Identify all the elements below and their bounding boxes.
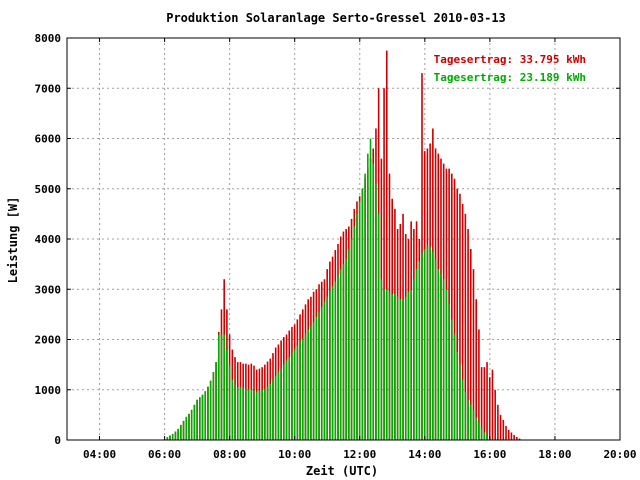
x-axis-ticks: 04:00 06:00 08:00 10:00 12:00 14:00 16:00 18:00… xyxy=(83,38,637,461)
x-tick-label: 14:00 xyxy=(408,448,441,461)
y-tick-label: 2000 xyxy=(35,334,62,347)
x-tick-label: 06:00 xyxy=(148,448,181,461)
y-tick-label: 5000 xyxy=(35,183,62,196)
legend-entry: Tagesertrag: 33.795 kWh xyxy=(434,53,586,66)
x-tick-label: 20:00 xyxy=(603,448,636,461)
series-green-bars xyxy=(163,138,491,440)
x-tick-label: 16:00 xyxy=(473,448,506,461)
y-axis-label: Leistung [W] xyxy=(6,197,20,284)
x-tick-label: 10:00 xyxy=(278,448,311,461)
chart-title: Produktion Solaranlage Serto-Gressel 201… xyxy=(166,11,506,25)
y-tick-label: 7000 xyxy=(35,82,62,95)
y-tick-label: 6000 xyxy=(35,133,62,146)
y-tick-label: 0 xyxy=(54,434,61,447)
y-tick-label: 8000 xyxy=(35,32,62,45)
y-tick-label: 4000 xyxy=(35,233,62,246)
x-tick-label: 12:00 xyxy=(343,448,376,461)
x-tick-label: 08:00 xyxy=(213,448,246,461)
y-tick-label: 3000 xyxy=(35,283,62,296)
legend: Tagesertrag: 33.795 kWh Tagesertrag: 23.1… xyxy=(434,53,586,84)
y-axis-ticks: 0 1000 2000 3000 4000 5000 6000 7000 8000 xyxy=(35,32,620,447)
y-tick-label: 1000 xyxy=(35,384,62,397)
x-tick-label: 18:00 xyxy=(538,448,571,461)
x-axis-label: Zeit (UTC) xyxy=(306,464,378,478)
series-red-bars xyxy=(163,50,521,440)
x-tick-label: 04:00 xyxy=(83,448,116,461)
legend-entry: Tagesertrag: 23.189 kWh xyxy=(434,71,586,84)
